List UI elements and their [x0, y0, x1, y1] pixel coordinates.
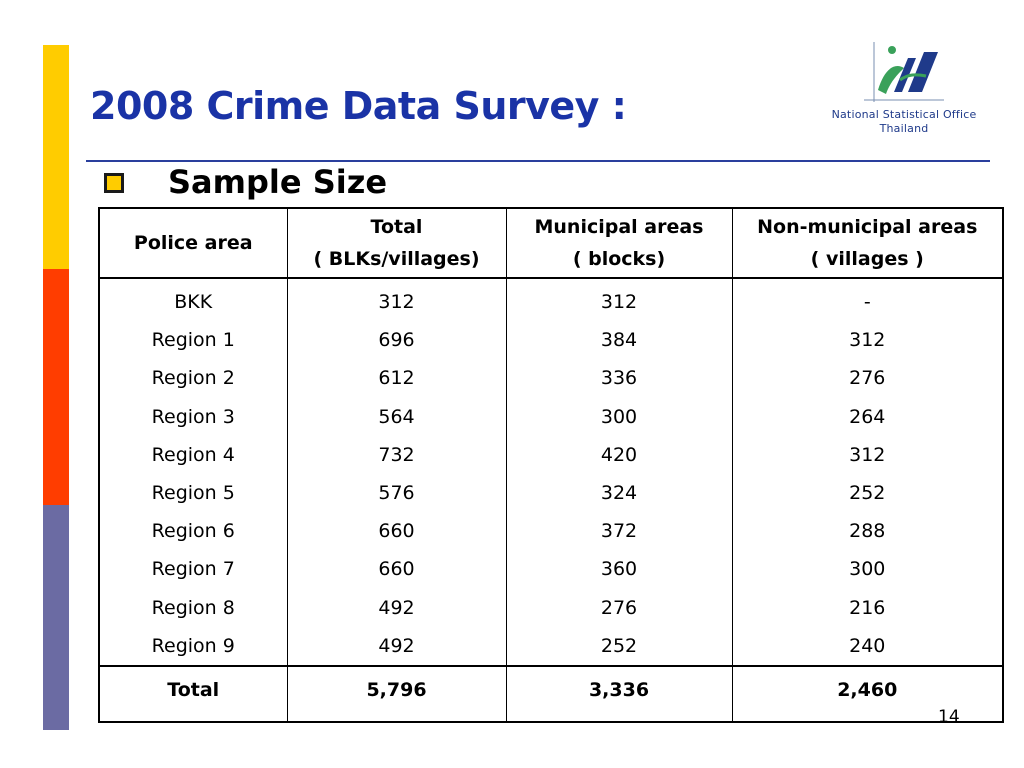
- cell-municipal: 276: [506, 588, 733, 627]
- cell-police-area: BKK: [100, 278, 288, 322]
- table-row: Region 3 564 300 264: [100, 397, 1002, 436]
- cell-non-municipal: 312: [849, 329, 886, 352]
- cell-police-area: Region 9: [100, 626, 288, 666]
- cell-non-municipal: 288: [849, 520, 886, 543]
- header-label: Total: [370, 216, 423, 238]
- slide-title: 2008 Crime Data Survey :: [90, 84, 627, 128]
- cell-municipal: 384: [506, 321, 733, 360]
- nso-logo: National Statistical Office Thailand: [812, 40, 996, 140]
- cell-municipal: 300: [506, 397, 733, 436]
- cell-municipal: 420: [506, 435, 733, 474]
- cell-total: 660: [287, 512, 507, 551]
- square-bullet-icon: [104, 173, 124, 193]
- header-sublabel: ( blocks): [572, 248, 666, 270]
- section-heading: Sample Size: [168, 163, 388, 201]
- cell-total: 492: [287, 588, 507, 627]
- table-total-row: Total 5,796 3,336 2,460: [100, 664, 1002, 721]
- table-row: Region 6 660 372 288: [100, 512, 1002, 551]
- cell-non-municipal: 312: [849, 443, 886, 466]
- cell-non-municipal: 264: [849, 405, 886, 428]
- cell-total: 564: [287, 397, 507, 436]
- cell-non-municipal: -: [863, 291, 871, 314]
- table-row: Region 9 492 252 240: [100, 626, 1002, 666]
- cell-total: 696: [287, 321, 507, 360]
- header-label: Police area: [133, 232, 253, 254]
- header-total: Total ( BLKs/villages): [287, 209, 507, 279]
- cell-municipal: 324: [506, 473, 733, 513]
- sample-size-table: Police area Total ( BLKs/villages) Munic…: [98, 207, 1004, 723]
- cell-total: 732: [287, 435, 507, 474]
- title-divider: [86, 160, 990, 162]
- cell-police-area: Region 7: [100, 550, 288, 589]
- cell-municipal: 312: [506, 278, 733, 322]
- nso-logo-icon: [864, 42, 944, 102]
- cell-municipal: 252: [506, 626, 733, 666]
- accent-bar-red: [43, 269, 69, 505]
- table-row: Region 1 696 384 312: [100, 321, 1002, 360]
- cell-total: 576: [287, 473, 507, 513]
- cell-police-area: Region 8: [100, 588, 288, 627]
- accent-bar-yellow: [43, 45, 69, 269]
- table-header-row: Police area Total ( BLKs/villages) Munic…: [100, 209, 1002, 279]
- cell-non-municipal: 240: [849, 634, 886, 657]
- cell-police-area: Region 1: [100, 321, 288, 360]
- cell-total: 492: [287, 626, 507, 666]
- logo-text-line1: National Statistical Office: [831, 108, 977, 121]
- cell-municipal: 336: [506, 359, 733, 398]
- table-row: Region 7 660 360 300: [100, 550, 1002, 589]
- total-non-municipal: 2,460: [732, 664, 1002, 721]
- cell-non-municipal: 252: [849, 482, 886, 505]
- cell-total: 660: [287, 550, 507, 589]
- header-non-municipal: Non-municipal areas ( villages ): [732, 209, 1002, 279]
- cell-police-area: Region 5: [100, 473, 288, 513]
- page-number: 14: [938, 707, 960, 727]
- cell-non-municipal: 216: [849, 596, 886, 619]
- cell-non-municipal: 300: [849, 558, 886, 581]
- total-municipal: 3,336: [506, 664, 733, 721]
- table-row: Region 5 576 324 252: [100, 473, 1002, 513]
- cell-municipal: 372: [506, 512, 733, 551]
- cell-police-area: Region 4: [100, 435, 288, 474]
- cell-police-area: Region 3: [100, 397, 288, 436]
- total-all: 5,796: [287, 664, 507, 721]
- header-sublabel: ( villages ): [810, 248, 924, 270]
- table-row: Region 4 732 420 312: [100, 435, 1002, 474]
- table-row: BKK 312 312 -: [100, 278, 1002, 322]
- accent-bar-purple: [43, 505, 69, 730]
- logo-text-line2: Thailand: [879, 122, 929, 135]
- header-label: Municipal areas: [534, 216, 704, 238]
- cell-total: 312: [287, 278, 507, 322]
- header-sublabel: ( BLKs/villages): [313, 248, 480, 270]
- header-label: Non-municipal areas: [757, 216, 978, 238]
- table-row: Region 8 492 276 216: [100, 588, 1002, 627]
- cell-total: 612: [287, 359, 507, 398]
- cell-police-area: Region 6: [100, 512, 288, 551]
- table-row: Region 2 612 336 276: [100, 359, 1002, 398]
- cell-non-municipal: 276: [849, 367, 886, 390]
- cell-police-area: Region 2: [100, 359, 288, 398]
- header-police-area: Police area: [100, 209, 288, 279]
- total-label: Total: [100, 664, 288, 721]
- header-municipal: Municipal areas ( blocks): [506, 209, 733, 279]
- cell-municipal: 360: [506, 550, 733, 589]
